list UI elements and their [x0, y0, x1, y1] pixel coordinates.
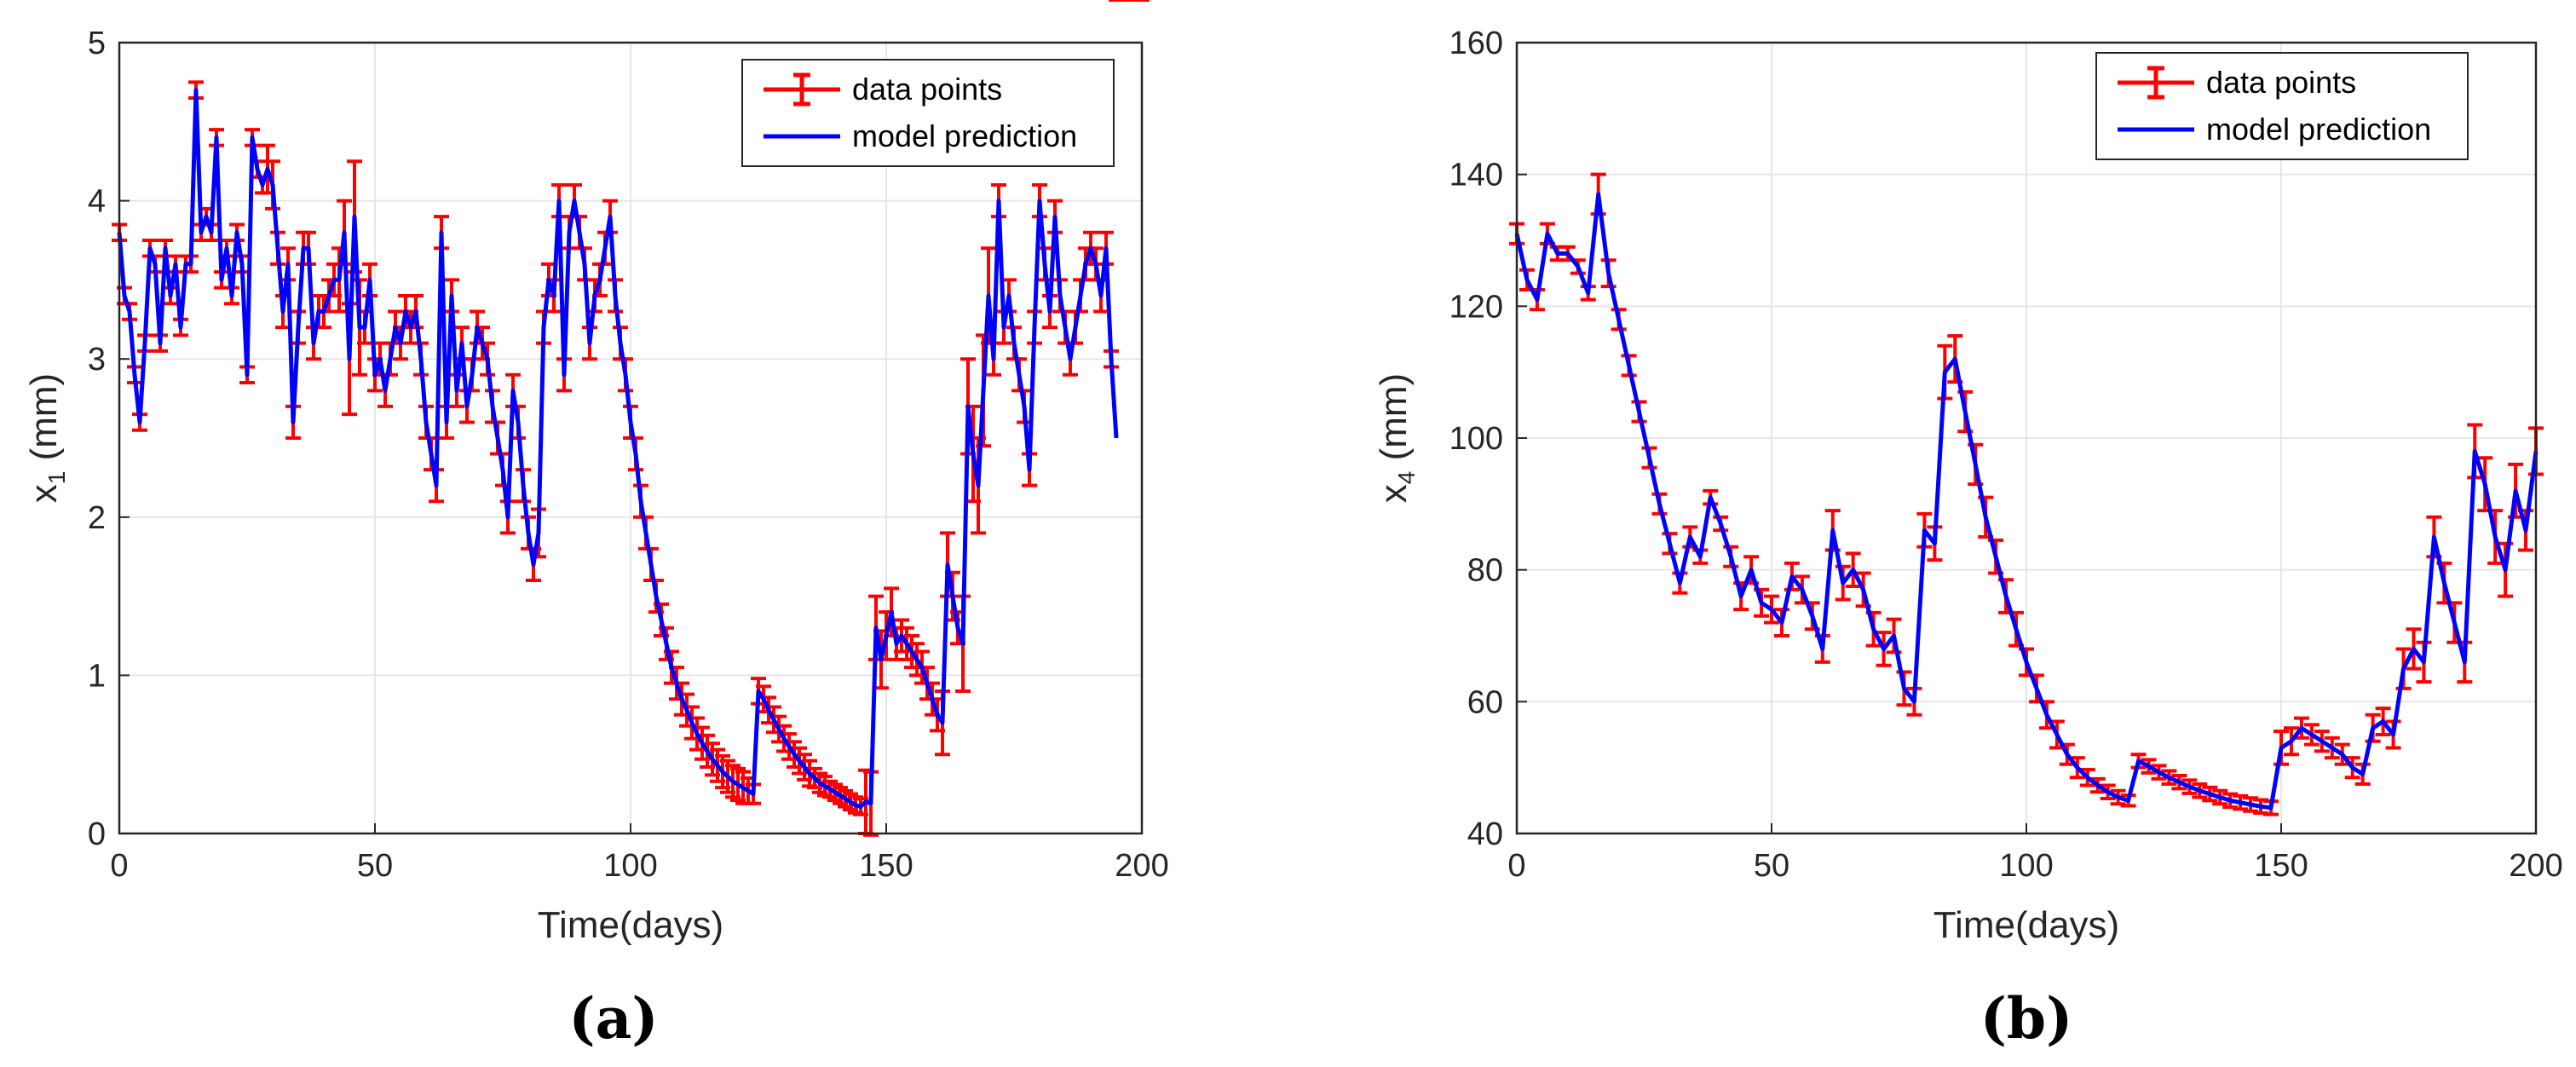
chart-panel-b: 0 50 100 150 200 40 60 80 100 120 140 160 Time(days…: [1373, 26, 2563, 1052]
y-tick-label: 140: [1449, 158, 1503, 193]
x-tick-label: 150: [2254, 848, 2308, 884]
y-tick-label: 160: [1449, 26, 1503, 61]
legend-label-data-b: data points: [2206, 65, 2356, 100]
y-tick-label: 80: [1467, 553, 1503, 589]
y-tick-label: 120: [1449, 289, 1503, 325]
y-tick-label: 4: [88, 184, 106, 220]
y-tick-label: 100: [1449, 421, 1503, 457]
legend-b: data points model prediction: [2095, 52, 2469, 160]
legend-box-a: [741, 59, 1115, 167]
y-axis-label-a: x1 (mm): [23, 373, 70, 503]
y-tick-label: 40: [1467, 816, 1503, 852]
y-axis-label-b: x4 (mm): [1373, 373, 1420, 503]
y-tick-label: 1: [88, 658, 106, 694]
x-tick-label: 0: [110, 848, 128, 884]
x-axis-label-a: Time(days): [538, 904, 723, 946]
y-tick-label: 60: [1467, 684, 1503, 720]
legend-label-model-b: model prediction: [2206, 112, 2431, 147]
x-tick-label: 0: [1507, 848, 1525, 884]
model-prediction-line: [117, 88, 1119, 809]
model-prediction-line: [1514, 192, 2539, 810]
y-tick-label: 3: [88, 342, 106, 378]
x-axis-label-b: Time(days): [1933, 904, 2119, 946]
legend-label-model-a: model prediction: [852, 118, 1077, 153]
x-tick-label: 200: [2509, 848, 2562, 884]
legend-box-b: [2095, 52, 2469, 160]
caption-b: (b): [1980, 985, 2073, 1052]
legend-a: data points model prediction: [741, 59, 1115, 167]
x-tick-label: 200: [1115, 848, 1168, 884]
y-tick-label: 2: [88, 500, 106, 536]
ticks-a: 0 50 100 150 200 0 1 2 3 4 5: [88, 26, 1169, 884]
x-tick-label: 100: [603, 848, 657, 884]
plot-layer-a: [112, 0, 1150, 837]
legend-label-data-a: data points: [852, 72, 1002, 107]
x-tick-label: 100: [1999, 848, 2053, 884]
ticks-b: 0 50 100 150 200 40 60 80 100 120 140 160: [1449, 26, 2563, 884]
x-tick-label: 150: [859, 848, 913, 884]
caption-a: (a): [568, 985, 658, 1052]
x-tick-label: 50: [1754, 848, 1789, 884]
chart-panel-a: 0 50 100 150 200 0 1 2 3 4 5 Time(days) x1 (mm) da…: [23, 0, 1169, 1052]
y-tick-label: 0: [88, 816, 106, 852]
y-tick-label: 5: [88, 26, 106, 61]
x-tick-label: 50: [357, 848, 393, 884]
